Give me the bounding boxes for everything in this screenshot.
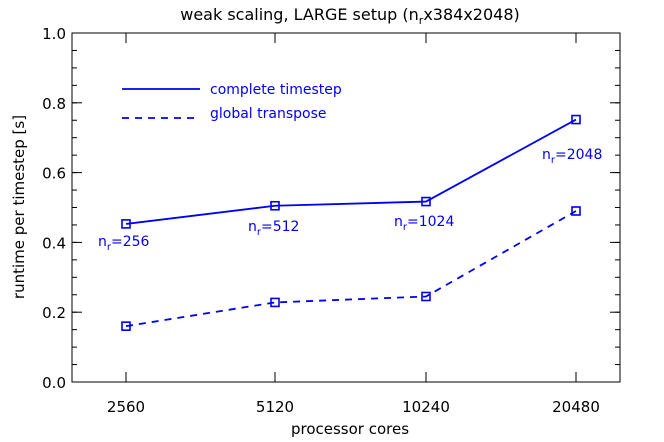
y-tick-label: 0.8 — [42, 95, 66, 113]
chart-title-tail: x384x2048) — [423, 5, 519, 24]
y-tick-label: 0.2 — [42, 304, 66, 322]
x-axis: 2560 5120 10240 20480 — [107, 33, 600, 416]
legend-label-complete-timestep: complete timestep — [210, 82, 342, 98]
annotation-label: nr=1024 — [394, 214, 454, 233]
series-group — [121, 114, 581, 331]
chart-title: weak scaling, LARGE setup (nrx384x2048) — [180, 5, 520, 27]
y-tick-label: 0.0 — [42, 374, 66, 392]
chart-title-subscript: r — [419, 14, 424, 27]
x-tick-label: 5120 — [256, 398, 294, 416]
annotation-label: nr=256 — [98, 234, 150, 253]
data-point-global-transpose — [121, 321, 131, 331]
x-axis-label: processor cores — [291, 420, 409, 438]
annotations-group: nr=256 nr=512 nr=1024 nr=2048 — [98, 147, 602, 253]
x-tick-label: 10240 — [402, 398, 450, 416]
annotation-label: nr=2048 — [542, 147, 602, 166]
y-axis: 0.0 0.2 0.4 0.6 0.8 1.0 — [42, 25, 620, 392]
plot-area-frame — [71, 32, 621, 383]
y-tick-label: 1.0 — [42, 25, 66, 43]
data-point-complete-timestep — [121, 219, 131, 229]
data-point-global-transpose — [571, 206, 581, 216]
series-line-complete-timestep — [125, 118, 577, 225]
data-point-global-transpose — [270, 297, 280, 308]
legend: complete timestep global transpose — [122, 82, 342, 122]
data-point-complete-timestep — [571, 114, 581, 125]
data-point-global-transpose — [421, 291, 431, 302]
x-tick-label: 20480 — [552, 398, 600, 416]
legend-label-global-transpose: global transpose — [210, 106, 327, 122]
data-point-complete-timestep — [421, 196, 431, 207]
annotation-label: nr=512 — [248, 219, 299, 238]
x-tick-label: 2560 — [107, 398, 145, 416]
y-axis-label: runtime per timestep [s] — [10, 115, 28, 299]
data-point-complete-timestep — [270, 200, 280, 211]
y-tick-label: 0.4 — [42, 234, 66, 252]
y-tick-label: 0.6 — [42, 165, 66, 183]
series-line-global-transpose — [125, 210, 577, 328]
